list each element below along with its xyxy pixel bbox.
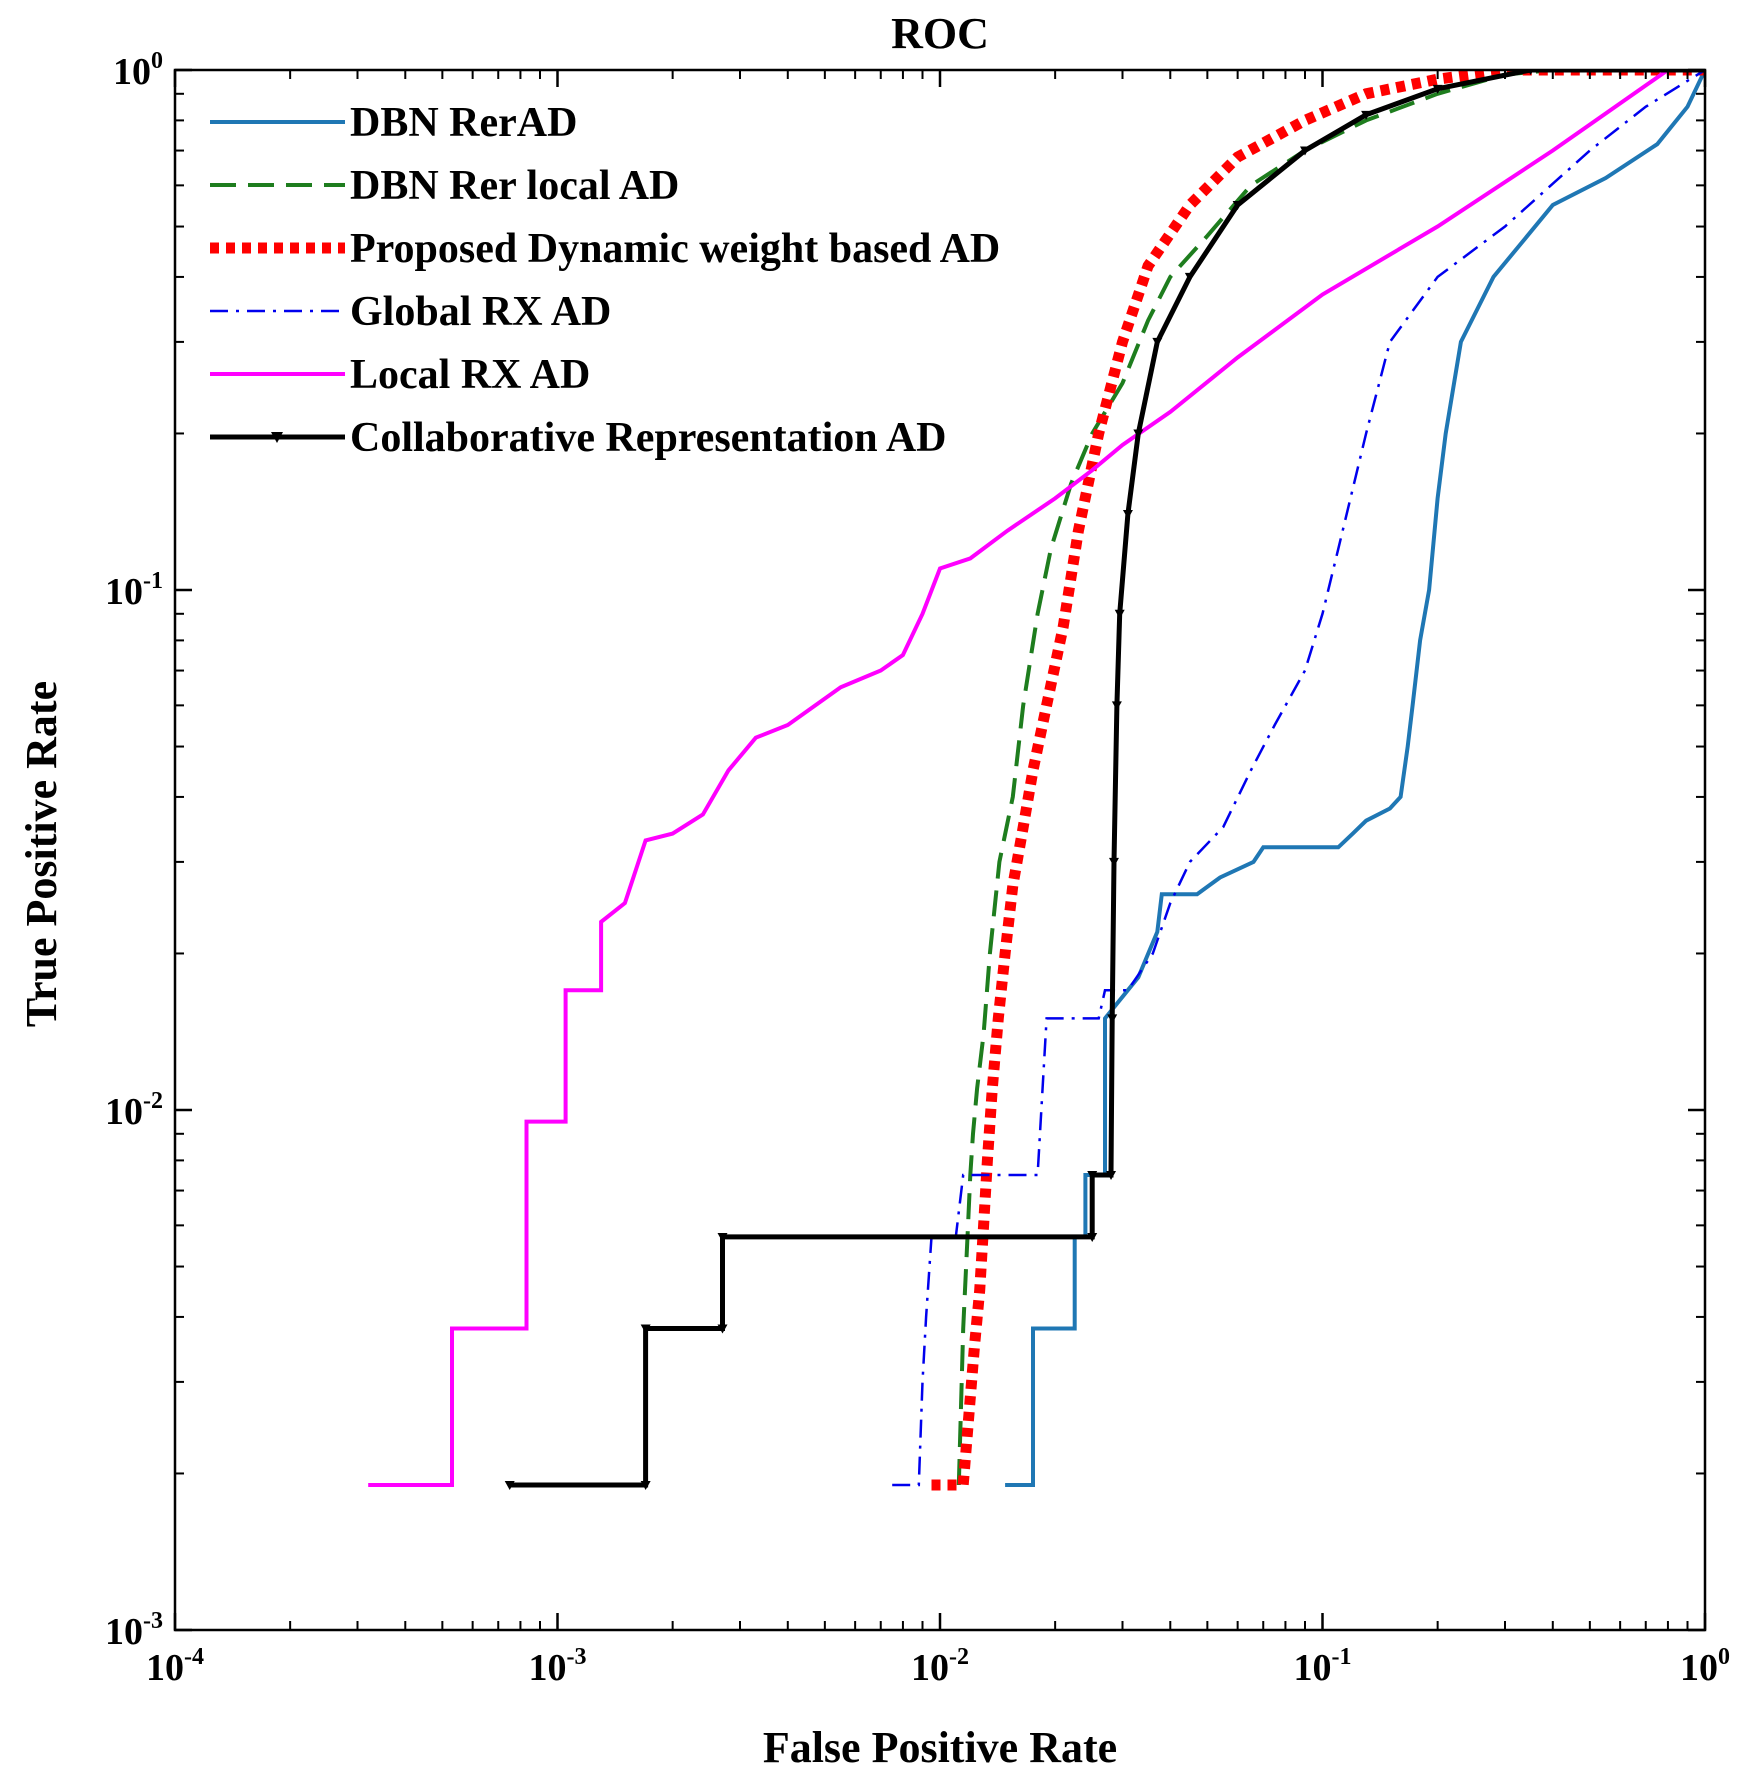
- series-marker: [1299, 146, 1310, 156]
- series-marker: [640, 1324, 651, 1334]
- series-marker: [1122, 510, 1133, 520]
- series-marker: [1361, 110, 1372, 120]
- legend-label: Global RX AD: [350, 289, 611, 335]
- series-marker: [1087, 1232, 1098, 1242]
- series-marker: [1432, 84, 1443, 94]
- x-tick-exp: -1: [1332, 1644, 1352, 1670]
- x-tick-exp: -3: [567, 1644, 587, 1670]
- series-marker: [1232, 201, 1243, 211]
- y-tick-label: 10-2: [105, 1088, 163, 1133]
- y-tick-base: 10: [113, 51, 151, 93]
- x-tick-base: 10: [529, 1647, 567, 1689]
- series-marker: [1114, 609, 1125, 619]
- x-tick-base: 10: [1680, 1647, 1718, 1689]
- series-marker: [1107, 1014, 1118, 1024]
- series-marker: [1108, 857, 1119, 867]
- legend-label: Local RX AD: [350, 352, 590, 398]
- x-tick-base: 10: [1294, 1647, 1332, 1689]
- legend-label: DBN RerAD: [350, 100, 577, 146]
- series-marker: [504, 1481, 515, 1491]
- x-tick-base: 10: [911, 1647, 949, 1689]
- series-local-rx-ad: [368, 70, 1670, 1487]
- y-tick-base: 10: [105, 571, 143, 613]
- x-tick-label: 10-1: [1294, 1644, 1352, 1689]
- series-line-proposed-dynamic-weight-based-ad: [931, 70, 1705, 1491]
- series-marker: [640, 1481, 651, 1491]
- legend-label: Collaborative Representation AD: [350, 415, 947, 461]
- series-marker: [1152, 337, 1163, 347]
- series-marker: [1111, 701, 1122, 711]
- y-tick-base: 10: [105, 1611, 143, 1653]
- series-layer: [368, 70, 1705, 1491]
- y-tick-label: 100: [113, 48, 163, 93]
- x-tick-label: 10-4: [146, 1644, 204, 1689]
- series-collaborative-representation-ad: [504, 70, 1705, 1491]
- legend: DBN RerAD DBN Rer local AD Proposed Dynami…: [210, 100, 1000, 461]
- legend-marker: [271, 432, 283, 443]
- series-proposed-dynamic-weight-based-ad: [931, 70, 1705, 1491]
- y-tick-exp: -2: [143, 1088, 163, 1114]
- x-tick-label: 100: [1680, 1644, 1730, 1689]
- series-marker: [1106, 1170, 1117, 1180]
- y-tick-exp: -3: [143, 1608, 163, 1634]
- series-line-dbn-rerad: [1005, 70, 1705, 1487]
- y-tick-label: 10-1: [105, 568, 163, 613]
- y-tick-label: 10-3: [105, 1608, 163, 1653]
- series-dbn-rer-local-ad: [956, 70, 1705, 1486]
- series-marker: [1133, 429, 1144, 439]
- series-line-local-rx-ad: [368, 70, 1670, 1487]
- x-tick-exp: -2: [949, 1644, 969, 1670]
- x-tick-exp: 0: [1718, 1644, 1730, 1670]
- series-marker: [1087, 1170, 1098, 1180]
- legend-label: DBN Rer local AD: [350, 163, 679, 209]
- y-tick-exp: 0: [151, 48, 163, 74]
- y-tick-exp: -1: [143, 568, 163, 594]
- series-line-collaborative-representation-ad: [509, 70, 1705, 1488]
- x-tick-base: 10: [146, 1647, 184, 1689]
- series-line-dbn-rer-local-ad: [956, 70, 1705, 1486]
- series-marker: [717, 1232, 728, 1242]
- series-dbn-rerad: [1005, 70, 1705, 1487]
- legend-label: Proposed Dynamic weight based AD: [350, 226, 1000, 272]
- y-tick-base: 10: [105, 1091, 143, 1133]
- x-axis-label: False Positive Rate: [763, 1723, 1117, 1772]
- series-marker: [1184, 272, 1195, 282]
- x-tick-label: 10-3: [529, 1644, 587, 1689]
- series-marker: [717, 1324, 728, 1334]
- x-tick-exp: -4: [184, 1644, 204, 1670]
- y-axis-label: True Positive Rate: [17, 681, 66, 1027]
- chart-title: ROC: [891, 9, 989, 58]
- x-tick-label: 10-2: [911, 1644, 969, 1689]
